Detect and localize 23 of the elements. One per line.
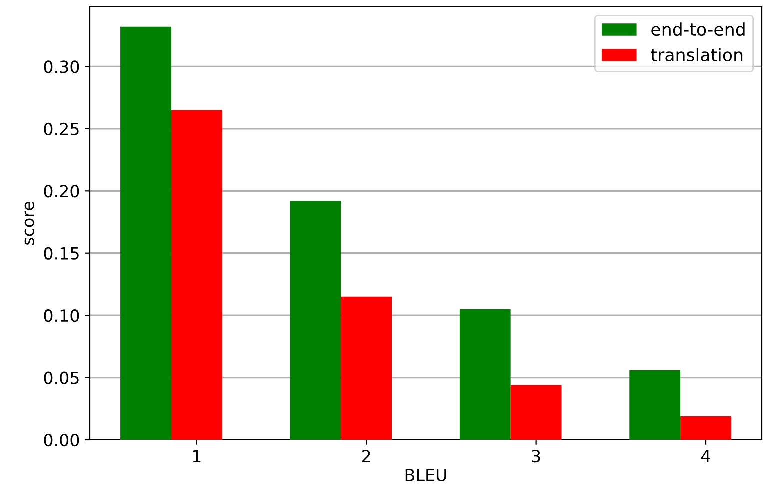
legend-label: end-to-end — [652, 22, 745, 36]
bar — [630, 370, 681, 440]
y-tick-label: 0.20 — [44, 185, 80, 198]
y-tick-label: 0.05 — [44, 372, 79, 384]
bar — [510, 385, 562, 440]
y-tick-label: 0.00 — [44, 434, 80, 447]
legend-label: translation — [651, 48, 743, 62]
x-tick-label: 4 — [702, 450, 710, 462]
bar — [460, 309, 511, 440]
y-tick-label: 0.30 — [44, 60, 80, 74]
y-tick-label: 0.10 — [44, 310, 80, 322]
x-axis-title: BLEU — [406, 469, 446, 482]
bar — [341, 296, 392, 440]
y-axis-title: score — [24, 202, 34, 245]
x-tick-label: 1 — [193, 450, 201, 462]
x-tick-label: 2 — [362, 450, 370, 462]
x-tick-label: 3 — [532, 450, 540, 463]
bar — [120, 26, 172, 440]
bar — [171, 110, 222, 440]
bar — [290, 201, 342, 440]
y-tick-label: 0.25 — [44, 122, 79, 136]
y-tick-label: 0.15 — [44, 247, 79, 260]
bar — [680, 416, 732, 440]
